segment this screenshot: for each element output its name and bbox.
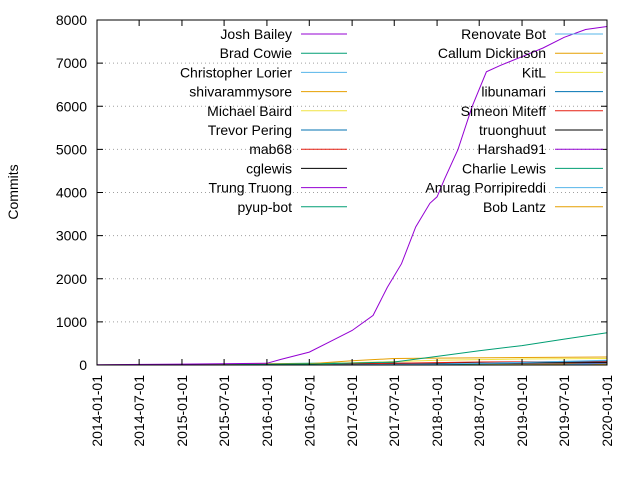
y-tick-label: 0	[79, 357, 87, 373]
legend-label: shivarammysore	[189, 84, 292, 100]
x-tick-label: 2015-07-01	[216, 375, 232, 447]
legend-label: Josh Bailey	[220, 26, 292, 42]
x-tick-label: 2015-01-01	[174, 375, 190, 447]
series-line	[96, 26, 608, 366]
legend-label: Christopher Lorier	[180, 64, 292, 80]
legend-label: Bob Lantz	[483, 199, 546, 215]
legend-label: cglewis	[246, 160, 292, 176]
y-tick-label: 8000	[56, 12, 87, 28]
axis-ticks: 0 1000 2000 3000 4000 5000 6000 7000 8000 2014-01…	[56, 12, 615, 447]
legend: Josh Bailey Brad Cowie Christopher Lorier s…	[180, 26, 603, 215]
y-tick-label: 7000	[56, 55, 87, 71]
grid-lines	[97, 62, 607, 323]
legend-label: libunamari	[481, 84, 546, 100]
legend-label: Renovate Bot	[461, 26, 546, 42]
legend-label: truonghuut	[479, 122, 546, 138]
x-tick-label: 2016-01-01	[259, 375, 275, 447]
legend-label: pyup-bot	[238, 199, 293, 215]
legend-label: Simeon Miteff	[461, 103, 546, 119]
x-tick-label: 2016-07-01	[301, 375, 317, 447]
y-tick-label: 6000	[56, 98, 87, 114]
legend-label: Trung Truong	[208, 180, 292, 196]
x-tick-label: 2020-01-01	[599, 375, 615, 447]
y-tick-label: 5000	[56, 141, 87, 157]
legend-label: Anurag Porripireddi	[425, 180, 546, 196]
y-tick-label: 2000	[56, 271, 87, 287]
x-tick-label: 2017-01-01	[344, 375, 360, 447]
legend-label: Harshad91	[478, 141, 547, 157]
legend-label: Charlie Lewis	[462, 160, 546, 176]
y-axis-label: Commits	[5, 164, 21, 219]
x-tick-label: 2014-07-01	[131, 375, 147, 447]
x-tick-label: 2014-01-01	[89, 375, 105, 447]
x-tick-label: 2018-07-01	[471, 375, 487, 447]
x-tick-label: 2019-07-01	[556, 375, 572, 447]
legend-label: KitL	[522, 64, 546, 80]
x-tick-label: 2019-01-01	[514, 375, 530, 447]
y-tick-label: 4000	[56, 185, 87, 201]
y-tick-label: 3000	[56, 228, 87, 244]
x-tick-label: 2018-01-01	[429, 375, 445, 447]
y-tick-label: 1000	[56, 314, 87, 330]
legend-label: Brad Cowie	[220, 45, 293, 61]
legend-label: Callum Dickinson	[438, 45, 546, 61]
x-tick-label: 2017-07-01	[386, 375, 402, 447]
legend-label: mab68	[249, 141, 292, 157]
legend-label: Michael Baird	[207, 103, 292, 119]
legend-label: Trevor Pering	[208, 122, 292, 138]
